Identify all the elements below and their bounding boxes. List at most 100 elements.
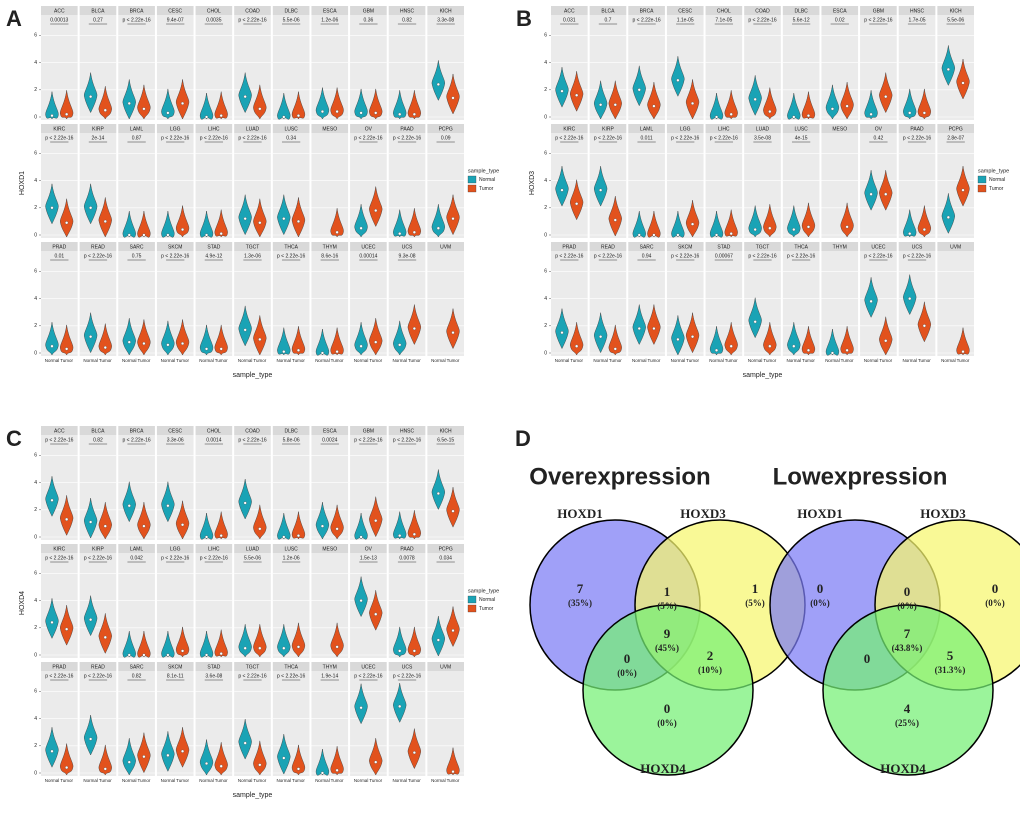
median-dot [296,114,301,118]
facet-panel [937,251,974,356]
violin [763,204,777,238]
p-value: p < 2.22e-16 [354,437,382,443]
violin [555,67,569,108]
median-dot [792,115,796,119]
median-dot [127,653,131,657]
violin [879,316,893,356]
y-tick-label: 4 [34,60,37,66]
p-value: 9.3e-08 [399,253,416,259]
p-value: p < 2.22e-16 [710,135,738,141]
p-value: 0.0014 [206,437,222,443]
violin [825,84,840,120]
facet-title: PAAD [400,126,414,132]
facet-strip [898,124,936,133]
median-dot [374,340,378,344]
median-dot [560,188,564,192]
facet-panel [195,15,233,120]
violin [277,624,291,658]
median-dot [282,756,286,760]
median-dot [922,324,926,328]
facet-strip [898,6,936,15]
p-value: 0.042 [130,555,143,561]
x-tick-label: Normal [555,358,570,363]
p-value: p < 2.22e-16 [594,253,622,259]
facet-strip [311,662,349,671]
violin [238,305,252,347]
y-tick-label: 0 [34,534,37,540]
facet-title: MESO [322,126,337,132]
p-value: p < 2.22e-16 [393,673,421,679]
violin [748,297,762,339]
y-tick-label: 4 [34,598,37,604]
facet-title: THYM [323,244,337,250]
median-dot [359,344,363,348]
facet-panel [350,435,387,540]
median-dot [127,504,131,508]
facet-panel [705,15,743,120]
p-value: p < 2.22e-16 [903,253,931,259]
median-dot [961,350,965,354]
region-percent: (0%) [617,668,637,678]
facet-title: STAD [717,244,730,250]
p-value: 1.9e-14 [321,673,338,679]
facet-strip [311,6,349,15]
violin [671,315,685,356]
violin [393,682,407,723]
violin [709,326,724,356]
facet-strip [589,124,627,133]
facet-strip [821,6,859,15]
violin [801,326,816,356]
violin [407,510,421,540]
p-value: 7.1e-05 [715,17,732,23]
median-dot [412,532,416,536]
facet-strip [41,242,78,251]
y-tick-label: 6 [34,151,37,157]
facet-title: DLBC [284,428,298,434]
median-dot [89,618,93,622]
violin [277,327,291,356]
median-dot [806,348,811,352]
violin [787,205,801,238]
x-tick-label: Tumor [408,778,421,783]
median-dot [398,704,402,708]
facet-panel [195,435,233,540]
violin [137,732,151,774]
facet-strip [272,124,310,133]
facet-strip [195,426,233,435]
violin [903,274,917,316]
facet-title: LUAD [756,126,770,132]
facet-title: LUAD [246,546,260,552]
facet-panel [860,133,897,238]
violin [917,301,931,343]
p-value: 1.2e-06 [321,17,338,23]
facet-strip [350,6,387,15]
violin [277,92,291,120]
median-dot [65,221,69,225]
facet-strip [79,6,117,15]
facet-strip [272,544,310,553]
facet-panel [79,251,117,356]
legend-label: Tumor [479,606,494,612]
p-value: 5.6e-12 [793,17,810,23]
violin [917,205,931,238]
region-count: 0 [904,584,911,599]
facet-title: CHOL [717,8,731,14]
violin [407,304,421,345]
median-dot [451,628,455,633]
facet-strip [79,662,117,671]
facet-strip [118,544,155,553]
median-dot [166,504,170,508]
p-value: 1.2e-06 [283,555,300,561]
facet-title: SKCM [678,244,692,250]
violin [315,748,330,776]
facet-strip [118,124,155,133]
legend-key [977,175,987,184]
legend-label: Normal [479,597,495,603]
violin [685,200,700,238]
violin [801,202,816,238]
facet-strip [272,426,310,435]
violin [647,210,661,238]
region-percent: (43.8%) [892,643,923,653]
violin [709,210,724,238]
